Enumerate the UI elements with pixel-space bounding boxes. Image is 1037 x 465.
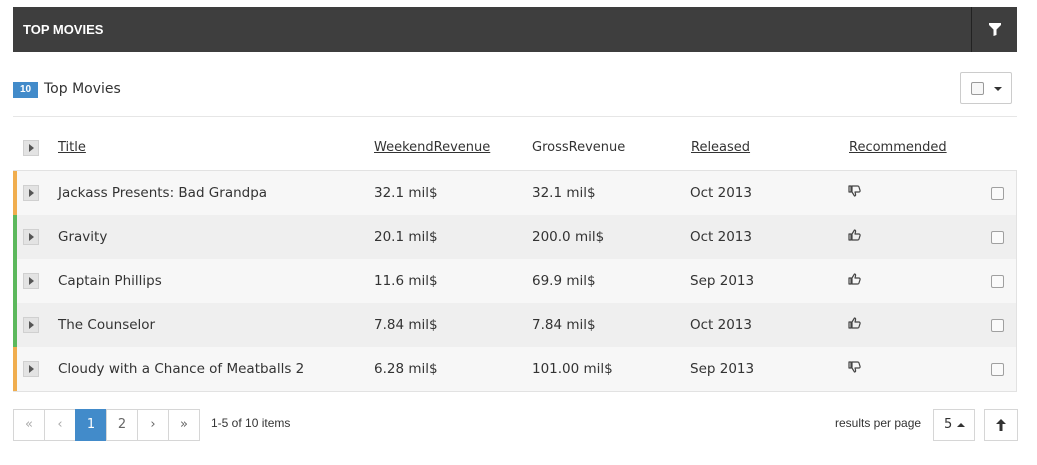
cell-weekend-revenue: 6.28 mil$ — [374, 361, 438, 377]
row-expand-toggle[interactable] — [23, 317, 39, 333]
page-button-1[interactable]: 1 — [75, 409, 107, 441]
filter-icon — [988, 23, 1001, 36]
last-page-button[interactable]: » — [168, 409, 200, 441]
column-weekend-revenue[interactable]: WeekendRevenue — [374, 140, 491, 155]
row-checkbox[interactable] — [991, 275, 1004, 288]
next-page-button[interactable]: › — [137, 409, 169, 441]
thumbs-up-icon — [848, 317, 861, 333]
row-checkbox[interactable] — [991, 187, 1004, 200]
per-page-label: results per page — [835, 416, 922, 430]
row-expand-toggle[interactable] — [23, 361, 39, 377]
cell-title: Jackass Presents: Bad Grandpa — [58, 185, 268, 201]
cell-gross-revenue: 7.84 mil$ — [532, 317, 596, 333]
grid-header: TOP MOVIES — [13, 7, 1017, 52]
cell-released: Sep 2013 — [690, 273, 755, 289]
per-page-select[interactable]: 5 — [933, 409, 975, 441]
cell-title: Gravity — [58, 229, 108, 245]
table-row[interactable]: Captain Phillips 11.6 mil$ 69.9 mil$ Sep 20… — [13, 259, 1016, 303]
row-checkbox[interactable] — [991, 231, 1004, 244]
header-title: TOP MOVIES — [23, 22, 104, 37]
per-page-value: 5 — [944, 417, 953, 432]
pager: « ‹ 1 2 › » — [13, 409, 200, 441]
subheader: 10 Top Movies — [13, 70, 1017, 117]
column-released[interactable]: Released — [691, 140, 751, 155]
table-row[interactable]: Cloudy with a Chance of Meatballs 2 6.28 … — [13, 347, 1016, 391]
cell-gross-revenue: 32.1 mil$ — [532, 185, 596, 201]
chevron-down-icon — [994, 87, 1002, 91]
cell-weekend-revenue: 32.1 mil$ — [374, 185, 438, 201]
column-gross-revenue: GrossRevenue — [532, 140, 626, 155]
pager-info: 1-5 of 10 items — [211, 416, 291, 430]
row-checkbox[interactable] — [991, 319, 1004, 332]
table-row[interactable]: Jackass Presents: Bad Grandpa 32.1 mil$ 32… — [13, 171, 1016, 215]
cell-gross-revenue: 69.9 mil$ — [532, 273, 596, 289]
thumbs-down-icon — [848, 361, 861, 377]
grid-body: Jackass Presents: Bad Grandpa 32.1 mil$ 32… — [13, 170, 1017, 392]
cell-title: Cloudy with a Chance of Meatballs 2 — [58, 361, 305, 377]
chevron-up-icon — [957, 423, 965, 427]
row-checkbox[interactable] — [991, 363, 1004, 376]
cell-gross-revenue: 101.00 mil$ — [532, 361, 613, 377]
column-title[interactable]: Title — [58, 140, 86, 155]
row-expand-toggle[interactable] — [23, 229, 39, 245]
cell-released: Oct 2013 — [690, 229, 752, 245]
column-recommended[interactable]: Recommended — [849, 140, 947, 155]
grid-column-headers: Title WeekendRevenue GrossRevenue Releas… — [13, 126, 1017, 170]
select-all-checkbox[interactable] — [971, 82, 984, 95]
cell-weekend-revenue: 7.84 mil$ — [374, 317, 438, 333]
cell-released: Sep 2013 — [690, 361, 755, 377]
prev-page-button[interactable]: ‹ — [44, 409, 76, 441]
count-badge: 10 — [13, 82, 38, 98]
cell-title: Captain Phillips — [58, 273, 162, 289]
filter-button[interactable] — [971, 7, 1017, 52]
cell-weekend-revenue: 20.1 mil$ — [374, 229, 438, 245]
cell-title: The Counselor — [58, 317, 156, 333]
cell-gross-revenue: 200.0 mil$ — [532, 229, 605, 245]
thumbs-up-icon — [848, 273, 861, 289]
cell-weekend-revenue: 11.6 mil$ — [374, 273, 438, 289]
thumbs-down-icon — [848, 185, 861, 201]
cell-released: Oct 2013 — [690, 317, 752, 333]
page-button-2[interactable]: 2 — [106, 409, 138, 441]
arrow-up-icon — [996, 419, 1006, 431]
grid-title: Top Movies — [44, 81, 121, 97]
cell-released: Oct 2013 — [690, 185, 752, 201]
first-page-button[interactable]: « — [13, 409, 45, 441]
expand-all-toggle[interactable] — [23, 140, 39, 156]
row-expand-toggle[interactable] — [23, 273, 39, 289]
select-all-dropdown[interactable] — [960, 72, 1012, 104]
row-expand-toggle[interactable] — [23, 185, 39, 201]
movies-grid: Title WeekendRevenue GrossRevenue Releas… — [13, 126, 1017, 392]
thumbs-up-icon — [848, 229, 861, 245]
scroll-top-button[interactable] — [984, 409, 1018, 441]
table-row[interactable]: The Counselor 7.84 mil$ 7.84 mil$ Oct 2013 — [13, 303, 1016, 347]
table-row[interactable]: Gravity 20.1 mil$ 200.0 mil$ Oct 2013 — [13, 215, 1016, 259]
